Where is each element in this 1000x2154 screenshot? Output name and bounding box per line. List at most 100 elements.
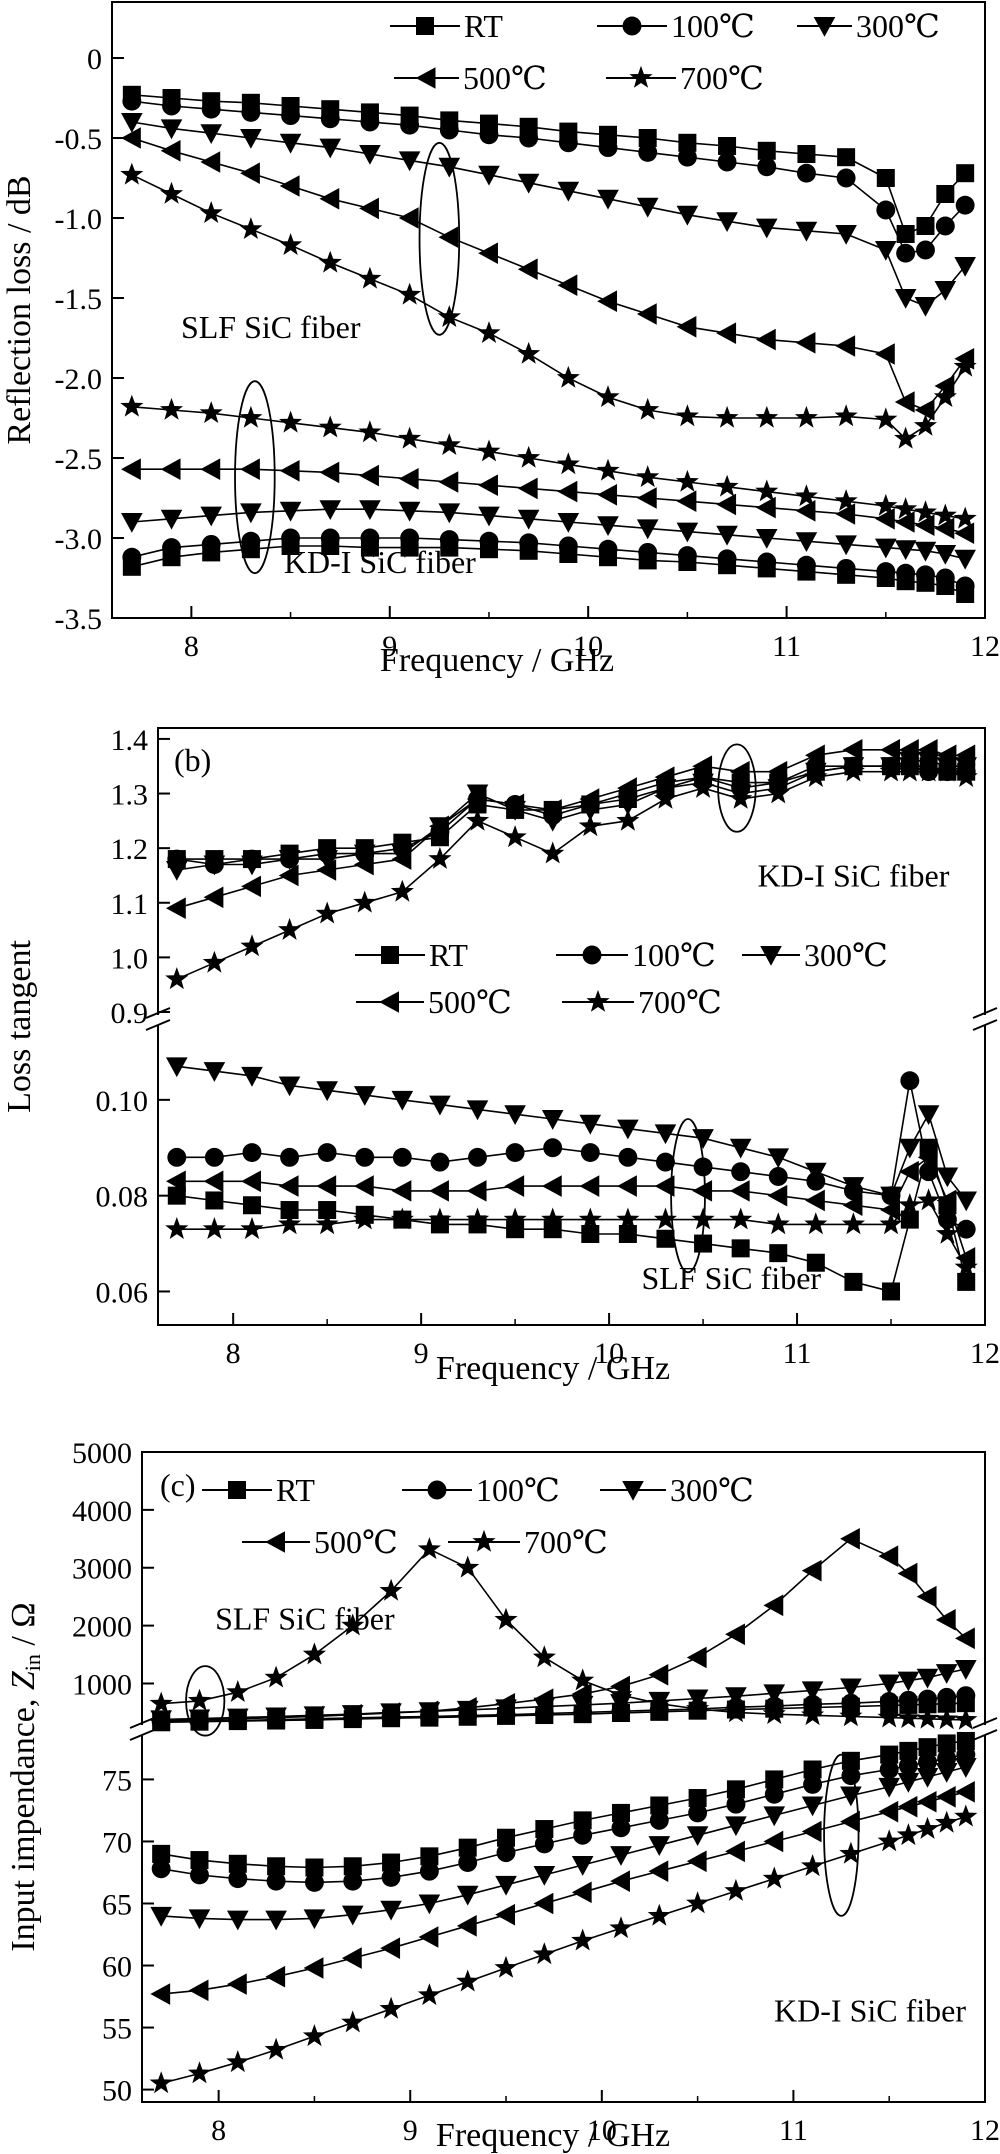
marker-star xyxy=(762,1702,786,1724)
marker-circle xyxy=(876,562,896,582)
marker-triangle-down xyxy=(795,221,818,242)
marker-square xyxy=(152,1844,171,1863)
marker-triangle-left xyxy=(557,480,578,503)
x-tick-label: 10 xyxy=(573,630,603,663)
marker-triangle-down xyxy=(278,1076,301,1097)
marker-triangle-down xyxy=(767,1148,790,1169)
marker-star xyxy=(341,1613,365,1636)
marker-star xyxy=(935,1707,959,1730)
marker-triangle-left xyxy=(379,991,399,1013)
marker-triangle-down xyxy=(878,1674,901,1695)
marker-circle xyxy=(649,1810,669,1830)
x-tick-label: 9 xyxy=(382,630,397,663)
marker-triangle-left xyxy=(265,1706,286,1729)
marker-circle xyxy=(228,1869,248,1889)
x-tick-label: 12 xyxy=(970,1337,1000,1370)
marker-triangle-down xyxy=(398,501,421,522)
y-tick-label: 2000 xyxy=(72,1611,132,1644)
marker-square xyxy=(726,1780,745,1799)
y-tick-label: 65 xyxy=(102,1888,132,1921)
marker-star xyxy=(913,413,937,436)
marker-circle xyxy=(400,115,420,135)
marker-triangle-left xyxy=(278,864,299,887)
marker-star xyxy=(896,1823,920,1846)
marker-triangle-left xyxy=(429,1180,449,1202)
marker-triangle-left xyxy=(880,1199,901,1221)
marker-star xyxy=(571,1928,595,1951)
marker-circle xyxy=(242,1143,262,1162)
marker-triangle-left xyxy=(897,1562,918,1585)
legend-label: RT xyxy=(276,1472,315,1508)
marker-triangle-left xyxy=(456,1696,477,1719)
marker-triangle-left xyxy=(303,1705,324,1728)
marker-triangle-down xyxy=(916,1767,939,1788)
x-axis-title: Frequency / GHz xyxy=(436,1350,670,1387)
y-axis-title: Input impendance, Zin / Ω xyxy=(5,1602,45,1951)
marker-triangle-left xyxy=(359,464,379,487)
marker-triangle-down xyxy=(894,540,917,560)
marker-triangle-left xyxy=(636,303,657,325)
marker-star xyxy=(494,1607,518,1630)
marker-star xyxy=(653,786,677,809)
marker-star xyxy=(556,452,580,475)
marker-triangle-left xyxy=(353,1175,374,1197)
marker-square xyxy=(416,17,434,35)
marker-triangle-left xyxy=(729,760,750,783)
marker-star xyxy=(390,1207,414,1230)
marker-triangle-left xyxy=(571,1881,592,1904)
marker-triangle-left xyxy=(795,332,816,354)
marker-triangle-down xyxy=(835,535,857,556)
marker-square xyxy=(242,1196,261,1215)
marker-triangle-left xyxy=(899,1160,919,1183)
marker-star xyxy=(609,1682,633,1705)
marker-circle xyxy=(519,128,539,148)
marker-triangle-down xyxy=(934,281,957,301)
marker-triangle-left xyxy=(121,458,141,480)
marker-square xyxy=(381,946,399,964)
marker-circle xyxy=(320,528,340,548)
marker-square xyxy=(205,1191,224,1210)
marker-triangle-left xyxy=(917,1146,938,1169)
marker-triangle-down xyxy=(203,855,226,876)
marker-star xyxy=(917,759,941,782)
marker-triangle-left xyxy=(805,1189,825,1212)
marker-circle xyxy=(955,576,975,596)
marker-circle xyxy=(898,1756,918,1776)
marker-triangle-left xyxy=(478,474,498,496)
marker-star xyxy=(541,1207,565,1230)
y-axis-title-subscript: in xyxy=(20,1654,45,1671)
marker-triangle-down xyxy=(353,844,376,865)
marker-star xyxy=(302,1642,326,1665)
marker-triangle-down xyxy=(763,1806,786,1827)
marker-triangle-left xyxy=(226,1973,247,1995)
marker-circle xyxy=(717,549,737,569)
x-tick-label: 8 xyxy=(184,630,199,663)
marker-triangle-down xyxy=(617,1119,639,1140)
marker-triangle-left xyxy=(725,1623,745,1646)
marker-circle xyxy=(558,536,578,556)
marker-triangle-left xyxy=(692,755,713,778)
marker-triangle-left xyxy=(840,1810,860,1833)
marker-circle xyxy=(317,1143,337,1162)
marker-triangle-left xyxy=(597,484,618,506)
marker-triangle-down xyxy=(760,946,782,966)
marker-square xyxy=(899,1741,918,1760)
marker-triangle-down xyxy=(226,1910,249,1931)
marker-circle xyxy=(582,945,602,965)
marker-triangle-left xyxy=(165,897,186,920)
marker-triangle-down xyxy=(716,212,738,232)
marker-star xyxy=(839,1841,863,1864)
marker-triangle-left xyxy=(654,1175,675,1197)
marker-star xyxy=(503,1207,527,1230)
marker-triangle-left xyxy=(801,1820,822,1843)
marker-triangle-left xyxy=(955,1781,975,1803)
marker-triangle-left xyxy=(579,1175,600,1197)
marker-triangle-down xyxy=(755,218,778,239)
marker-star xyxy=(874,493,898,516)
marker-triangle-down xyxy=(240,503,262,524)
annotation: SLF SiC fiber xyxy=(181,309,361,345)
y-tick-label: -2.0 xyxy=(55,363,103,396)
marker-star xyxy=(794,405,818,428)
marker-triangle-left xyxy=(418,1700,439,1723)
marker-triangle-left xyxy=(279,175,300,197)
